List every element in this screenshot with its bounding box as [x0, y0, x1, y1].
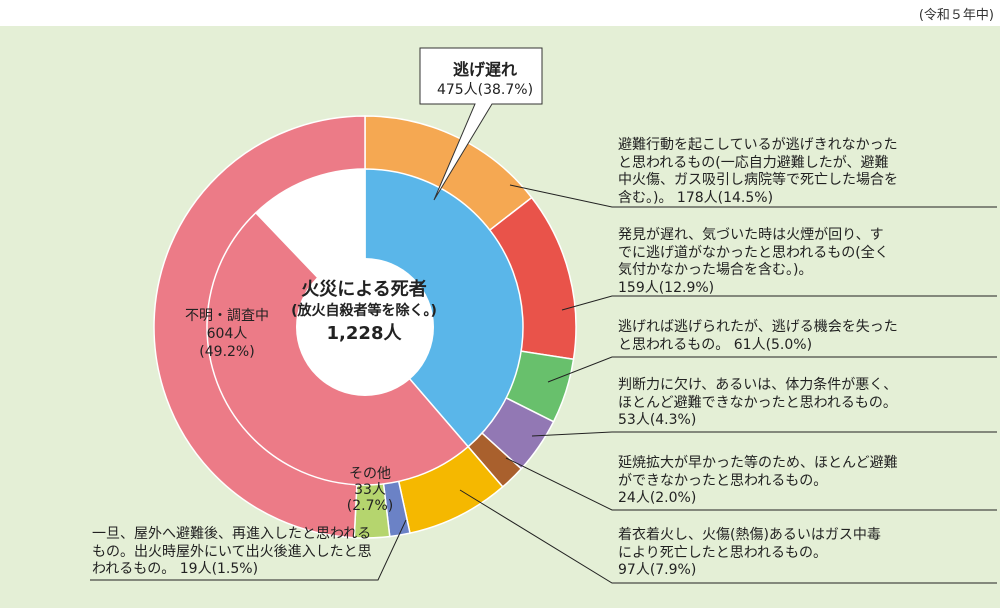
chart-total: 1,228人 [326, 323, 402, 344]
label-o3-line2: と思われるもの。 61人(5.0%) [618, 336, 813, 353]
label-o1-line3: 中火傷、ガス吸引し病院等で死亡した場合を [618, 172, 898, 188]
label-o1: 避難行動を起こしているが逃げきれなかった と思われるもの(一応自力避難したが、避… [618, 137, 898, 207]
leader-o6 [459, 489, 997, 584]
label-o6-line2: により死亡したと思われるもの。 [618, 544, 828, 561]
label-o1-line2: と思われるもの(一応自力避難したが、避難 [618, 154, 889, 171]
label-o2-line4: 159人(12.9%) [618, 279, 715, 296]
nige-title: 逃げ遅れ [452, 60, 517, 79]
label-o5-line3: 24人(2.0%) [618, 490, 697, 506]
chart-subtitle: (放火自殺者等を除く。) [291, 303, 437, 319]
leader-o1 [509, 184, 997, 208]
label-o7-line2: もの。出火時屋外にいて出火後進入したと思 [92, 543, 372, 560]
label-o2-line3: 気付かなかった場合を含む。)。 [618, 262, 813, 278]
other-name: その他 [349, 466, 391, 482]
leader-o4 [531, 431, 997, 437]
unknown-name: 不明・調査中 [185, 308, 269, 324]
label-o2-line2: でに逃げ道がなかったと思われるもの(全く [618, 244, 889, 261]
label-o4-line3: 53人(4.3%) [618, 412, 697, 428]
center-hole [296, 258, 434, 396]
leader-o2 [561, 295, 997, 311]
label-o3: 逃げれば逃げられたが、逃げる機会を失った と思われるもの。 61人(5.0%) [618, 319, 898, 354]
label-o5-line2: ができなかったと思われるもの。 [618, 472, 828, 489]
label-o1-line4: 含む。)。 178人(14.5%) [618, 189, 774, 206]
leader-lines [90, 184, 997, 584]
label-o6-line3: 97人(7.9%) [618, 562, 697, 578]
label-o5-line1: 延焼拡大が早かった等のため、ほとんど避難 [618, 455, 898, 471]
callout-bubble [419, 47, 543, 201]
label-o4-line1: 判断力に欠け、あるいは、体力条件が悪く、 [618, 377, 898, 393]
nige-callout [419, 47, 543, 201]
label-o4: 判断力に欠け、あるいは、体力条件が悪く、 ほとんど避難できなかったと思われるもの… [618, 377, 897, 430]
inner-slice-0 [364, 168, 524, 448]
label-o7-line1: 一旦、屋外へ避難後、再進入したと思われる [92, 526, 372, 542]
leader-o3 [547, 356, 997, 383]
nige-value: 475人(38.7%) [436, 82, 534, 98]
label-o2: 発見が遅れ、気づいた時は火煙が回り、す でに逃げ道がなかったと思われるもの(全く… [618, 227, 889, 297]
other-label: その他 33人 (2.7%) [340, 466, 400, 514]
label-o7: 一旦、屋外へ避難後、再進入したと思われる もの。出火時屋外にいて出火後進入したと… [92, 526, 372, 579]
label-o7-line3: われるもの。 19人(1.5%) [92, 561, 259, 577]
leader-o7 [90, 519, 407, 581]
unknown-label: 不明・調査中 604人 (49.2%) [182, 307, 272, 361]
other-count: 33人 [354, 482, 386, 498]
leader-o5 [505, 457, 997, 511]
other-percent: (2.7%) [346, 498, 394, 514]
label-o3-line1: 逃げれば逃げられたが、逃げる機会を失った [618, 319, 898, 335]
center-label: 火災による死者 (放火自殺者等を除く。) 1,228人 [286, 278, 442, 347]
label-o5: 延焼拡大が早かった等のため、ほとんど避難 ができなかったと思われるもの。 24人… [618, 455, 898, 508]
unknown-percent: (49.2%) [199, 344, 255, 360]
chart-title: 火災による死者 [301, 279, 427, 300]
unknown-count: 604人 [206, 326, 248, 342]
label-o1-line1: 避難行動を起こしているが逃げきれなかった [618, 137, 898, 153]
label-o4-line2: ほとんど避難できなかったと思われるもの。 [618, 394, 897, 411]
label-o2-line1: 発見が遅れ、気づいた時は火煙が回り、す [618, 227, 884, 243]
label-o6-line1: 着衣着火し、火傷(熱傷)あるいはガス中毒 [618, 527, 881, 543]
label-o6: 着衣着火し、火傷(熱傷)あるいはガス中毒 により死亡したと思われるもの。 97人… [618, 527, 881, 580]
period-note: (令和５年中) [918, 8, 994, 23]
